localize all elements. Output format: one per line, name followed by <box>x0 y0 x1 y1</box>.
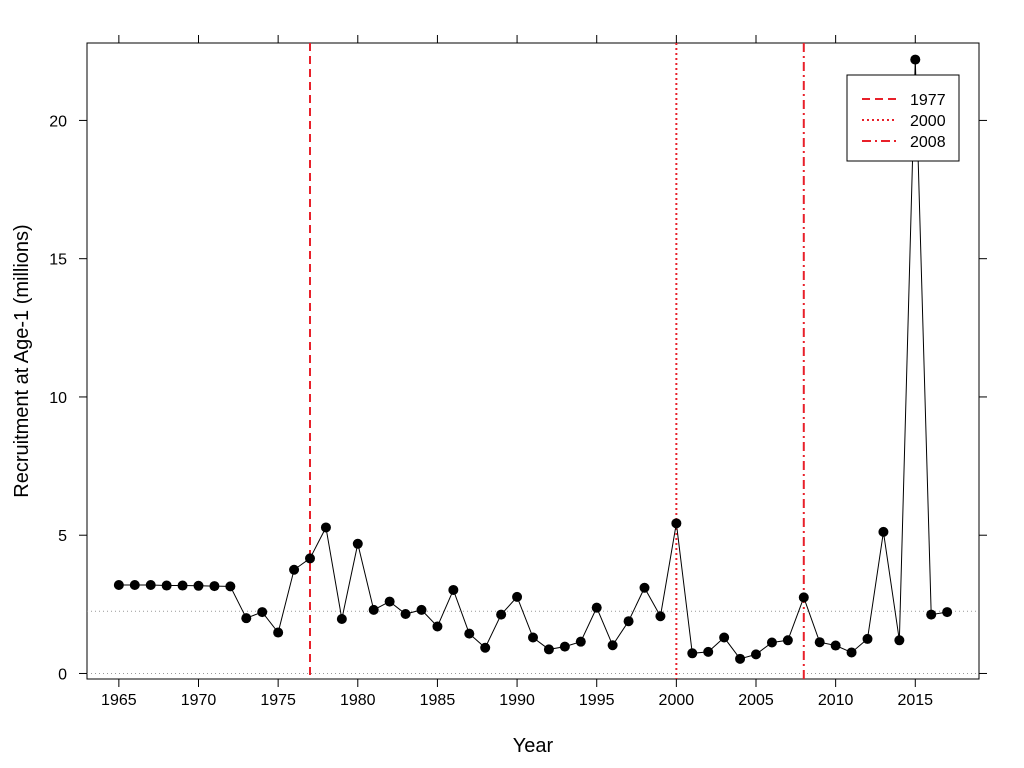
data-point <box>177 580 188 591</box>
data-point <box>448 584 459 595</box>
data-point <box>129 579 140 590</box>
data-point <box>352 538 363 549</box>
legend: 1977 2000 2008 <box>846 74 960 162</box>
data-point <box>336 613 347 624</box>
data-point <box>623 616 634 627</box>
data-point <box>161 580 172 591</box>
data-point <box>384 596 395 607</box>
x-tick-label: 1965 <box>101 692 137 709</box>
data-point <box>751 649 761 660</box>
data-point <box>320 522 331 533</box>
axes-group: 1965 1970 1975 1980 1985 1990 1995 2000 2005 2010… <box>49 35 987 709</box>
data-point <box>257 607 268 618</box>
data-point <box>528 632 538 643</box>
x-tick-label: 2015 <box>897 692 933 709</box>
x-tick-label: 1970 <box>181 692 217 709</box>
data-point <box>289 564 300 575</box>
data-point <box>559 641 570 652</box>
x-tick-label: 1990 <box>499 692 535 709</box>
data-point <box>655 611 666 622</box>
y-tick-label: 0 <box>58 666 67 683</box>
data-point <box>496 609 507 620</box>
data-point <box>703 646 714 657</box>
data-point <box>273 627 284 638</box>
data-point <box>814 637 825 648</box>
data-point <box>798 592 809 603</box>
data-point <box>782 635 793 646</box>
data-point <box>846 647 857 658</box>
data-point <box>687 648 698 659</box>
series-group <box>113 54 953 664</box>
plot-frame <box>86 42 980 680</box>
data-point <box>512 591 523 602</box>
data-point <box>766 637 777 648</box>
data-point <box>225 581 236 592</box>
data-point <box>368 604 379 615</box>
data-point <box>639 582 650 593</box>
legend-box <box>846 74 960 162</box>
y-axis-title: Recruitment at Age-1 (millions) <box>11 224 33 497</box>
data-point <box>432 621 443 632</box>
y-tick-label: 15 <box>49 252 67 269</box>
data-point <box>543 644 554 655</box>
data-point <box>862 633 873 644</box>
data-point <box>193 580 204 591</box>
data-point <box>400 609 411 620</box>
legend-label-2000: 2000 <box>910 113 946 130</box>
legend-label-2008: 2008 <box>910 134 946 151</box>
data-point <box>305 553 315 564</box>
data-point <box>719 632 730 643</box>
data-point <box>145 579 156 590</box>
x-tick-label: 2010 <box>818 692 854 709</box>
x-tick-label: 2005 <box>738 692 774 709</box>
x-tick-label: 2000 <box>659 692 695 709</box>
data-point <box>480 642 491 653</box>
y-tick-label: 10 <box>49 390 67 407</box>
data-point <box>591 602 602 613</box>
x-tick-label: 1980 <box>340 692 376 709</box>
data-point <box>464 628 475 639</box>
data-point <box>671 518 682 529</box>
data-point <box>607 640 618 651</box>
data-point <box>416 604 427 615</box>
data-point <box>894 635 905 646</box>
data-point <box>735 653 746 664</box>
data-point <box>878 526 889 537</box>
data-point <box>209 581 220 592</box>
data-point <box>575 636 586 647</box>
legend-label-1977: 1977 <box>910 92 946 109</box>
series-line <box>118 59 948 660</box>
x-tick-label: 1995 <box>579 692 615 709</box>
data-point <box>942 607 953 618</box>
data-point <box>910 54 921 65</box>
x-tick-label: 1975 <box>260 692 296 709</box>
data-point <box>241 613 252 624</box>
data-point <box>830 640 841 651</box>
data-point <box>926 609 937 620</box>
regime-lines <box>309 43 805 679</box>
y-tick-label: 20 <box>49 113 67 130</box>
data-point <box>113 579 124 590</box>
y-tick-label: 5 <box>58 528 67 545</box>
x-tick-label: 1985 <box>420 692 456 709</box>
x-axis-title: Year <box>513 735 554 757</box>
reference-lines <box>87 610 979 674</box>
